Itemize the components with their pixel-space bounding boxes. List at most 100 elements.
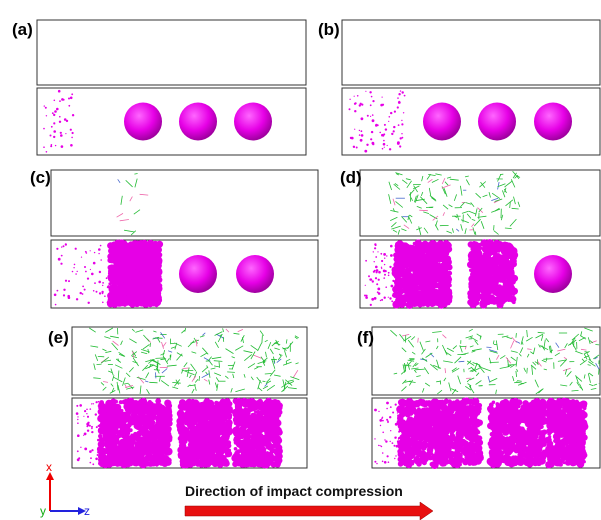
particle (423, 299, 428, 304)
particle (503, 289, 510, 296)
particle (87, 424, 89, 426)
particle (83, 416, 84, 417)
particle (374, 261, 375, 262)
particle (153, 282, 156, 285)
particle (99, 292, 101, 294)
particle (424, 243, 430, 249)
sphere (534, 255, 572, 293)
dislocation (265, 374, 272, 375)
particle (118, 242, 122, 246)
particle (156, 243, 161, 248)
particle (436, 271, 442, 277)
particle (77, 271, 78, 272)
particle (149, 453, 152, 456)
particle (413, 292, 421, 300)
particle (59, 121, 61, 123)
particle (383, 270, 386, 273)
particle (382, 104, 384, 106)
particle (391, 300, 393, 302)
particle (225, 412, 232, 419)
panel-label: (e) (48, 328, 69, 347)
particle (135, 291, 141, 297)
particle (134, 408, 138, 412)
particle (396, 291, 402, 297)
particle (354, 96, 355, 97)
particle (58, 90, 61, 93)
particle (130, 243, 136, 249)
particle (141, 460, 146, 465)
particle (90, 408, 92, 410)
particle (55, 304, 57, 306)
particle (102, 282, 104, 284)
particle (76, 412, 79, 415)
particle (133, 420, 138, 425)
particle (65, 280, 67, 282)
particle (485, 242, 492, 249)
particle (77, 416, 78, 417)
particle (397, 412, 398, 413)
particle (127, 243, 131, 247)
particle (256, 410, 261, 415)
particle (122, 301, 125, 304)
particle (73, 267, 74, 268)
particle (382, 420, 384, 422)
particle (214, 419, 217, 422)
particle (379, 419, 382, 422)
particle (86, 413, 87, 414)
particle (154, 249, 161, 256)
particle (106, 429, 112, 435)
particle (430, 280, 434, 284)
particle (108, 400, 115, 407)
particle (383, 133, 385, 135)
particle (386, 408, 388, 410)
particle (43, 128, 45, 130)
particle (213, 425, 216, 428)
particle (382, 461, 384, 463)
sphere (179, 255, 217, 293)
particle (107, 444, 114, 451)
particle (382, 432, 384, 434)
particle (129, 269, 136, 276)
particle (372, 100, 374, 102)
particle (194, 432, 200, 438)
panel: (c) (30, 168, 318, 308)
particle (93, 262, 96, 265)
particle (131, 458, 137, 464)
particle (477, 268, 481, 272)
particle (512, 258, 515, 261)
particle (147, 430, 151, 434)
particle (224, 432, 227, 435)
particle (140, 280, 145, 285)
particle (402, 91, 404, 93)
panel-label: (c) (30, 168, 51, 187)
particle (353, 146, 355, 148)
particle (509, 274, 514, 279)
particle (495, 297, 498, 300)
particle (118, 277, 121, 280)
particle (151, 444, 156, 449)
particle (85, 271, 87, 273)
particle (381, 268, 382, 269)
particle (91, 432, 92, 433)
particle (369, 91, 371, 93)
particle (396, 246, 403, 253)
particle (374, 247, 376, 249)
particle (371, 96, 373, 98)
particle (61, 98, 64, 101)
particle (84, 289, 86, 291)
particle (497, 290, 500, 293)
particle (43, 146, 45, 148)
particle (404, 253, 410, 259)
particle (366, 144, 368, 146)
particle (401, 120, 402, 121)
particle (153, 269, 159, 275)
particle (382, 97, 383, 98)
particle (46, 151, 48, 153)
particle (378, 279, 380, 281)
particle (397, 97, 399, 99)
particle (386, 419, 388, 421)
particle (377, 288, 380, 291)
particle (375, 124, 377, 126)
particle (101, 452, 106, 457)
particle (53, 130, 56, 133)
